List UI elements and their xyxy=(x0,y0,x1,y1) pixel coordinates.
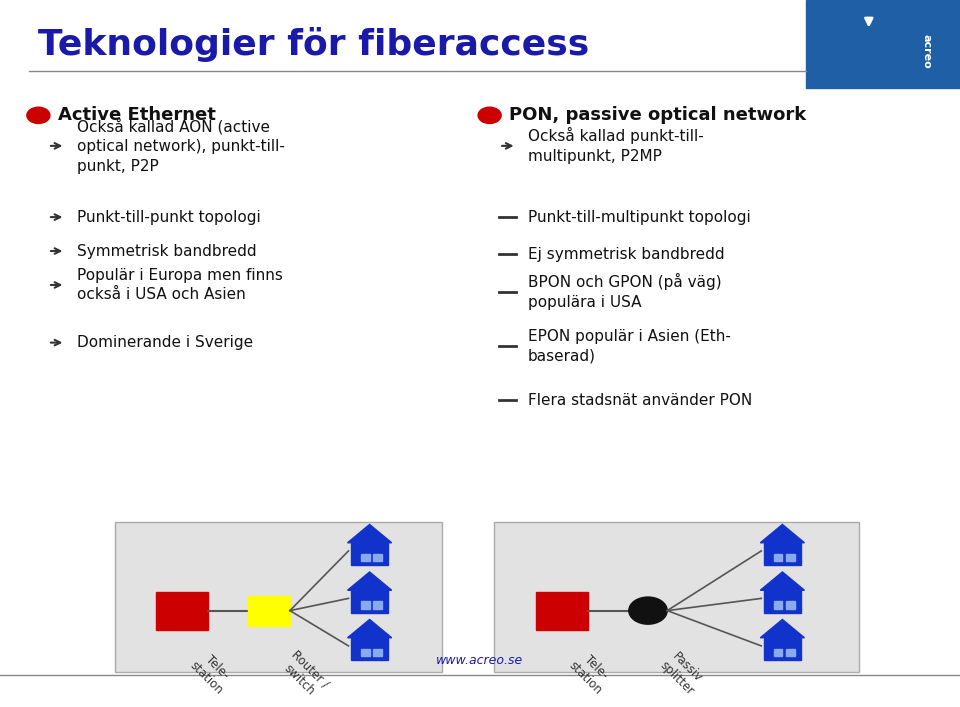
Bar xyxy=(373,601,382,609)
Bar xyxy=(764,590,801,613)
Text: Populär i Europa men finns
också i USA och Asien: Populär i Europa men finns också i USA o… xyxy=(77,267,282,303)
Bar xyxy=(774,554,782,561)
Text: Också kallad punkt-till-
multipunkt, P2MP: Också kallad punkt-till- multipunkt, P2M… xyxy=(528,127,704,164)
Bar xyxy=(248,596,290,626)
Text: Router /
switch: Router / switch xyxy=(278,648,331,701)
Bar xyxy=(361,648,370,656)
Bar xyxy=(156,592,208,630)
Bar xyxy=(774,648,782,656)
Polygon shape xyxy=(348,619,392,638)
Bar xyxy=(786,648,795,656)
Text: PON, passive optical network: PON, passive optical network xyxy=(509,106,806,124)
Text: Passiv
splitter: Passiv splitter xyxy=(658,648,708,698)
Bar xyxy=(351,638,388,660)
Text: Symmetrisk bandbredd: Symmetrisk bandbredd xyxy=(77,243,256,259)
Polygon shape xyxy=(348,572,392,590)
Bar xyxy=(774,601,782,609)
Text: BPON och GPON (på väg)
populära i USA: BPON och GPON (på väg) populära i USA xyxy=(528,274,722,310)
Text: Dominerande i Sverige: Dominerande i Sverige xyxy=(77,335,252,350)
Bar xyxy=(764,543,801,565)
Bar xyxy=(786,554,795,561)
Text: acreo: acreo xyxy=(922,33,931,69)
Polygon shape xyxy=(760,619,804,638)
Polygon shape xyxy=(348,525,392,543)
Bar xyxy=(351,543,388,565)
Circle shape xyxy=(478,107,501,124)
Text: Tele-
station: Tele- station xyxy=(566,648,615,696)
Bar xyxy=(536,592,588,630)
Bar xyxy=(786,601,795,609)
Text: Punkt-till-multipunkt topologi: Punkt-till-multipunkt topologi xyxy=(528,209,751,225)
Bar xyxy=(806,0,960,88)
Text: Active Ethernet: Active Ethernet xyxy=(58,106,215,124)
Polygon shape xyxy=(760,525,804,543)
Circle shape xyxy=(27,107,50,124)
Text: Ej symmetrisk bandbredd: Ej symmetrisk bandbredd xyxy=(528,247,725,262)
Text: www.acreo.se: www.acreo.se xyxy=(437,654,523,667)
Text: Punkt-till-punkt topologi: Punkt-till-punkt topologi xyxy=(77,209,260,225)
FancyBboxPatch shape xyxy=(115,522,442,672)
Text: Också kallad AON (active
optical network), punkt-till-
punkt, P2P: Också kallad AON (active optical network… xyxy=(77,118,285,174)
Bar xyxy=(373,648,382,656)
Text: Teknologier för fiberaccess: Teknologier för fiberaccess xyxy=(38,27,589,62)
Bar xyxy=(361,601,370,609)
Text: EPON populär i Asien (Eth-
baserad): EPON populär i Asien (Eth- baserad) xyxy=(528,329,731,363)
Bar xyxy=(351,590,388,613)
Circle shape xyxy=(629,597,667,624)
Text: Flera stadsnät använder PON: Flera stadsnät använder PON xyxy=(528,393,753,408)
Text: Tele-
station: Tele- station xyxy=(187,648,236,696)
Bar xyxy=(373,554,382,561)
Bar xyxy=(361,554,370,561)
Bar xyxy=(764,638,801,660)
Polygon shape xyxy=(760,572,804,590)
FancyBboxPatch shape xyxy=(494,522,859,672)
